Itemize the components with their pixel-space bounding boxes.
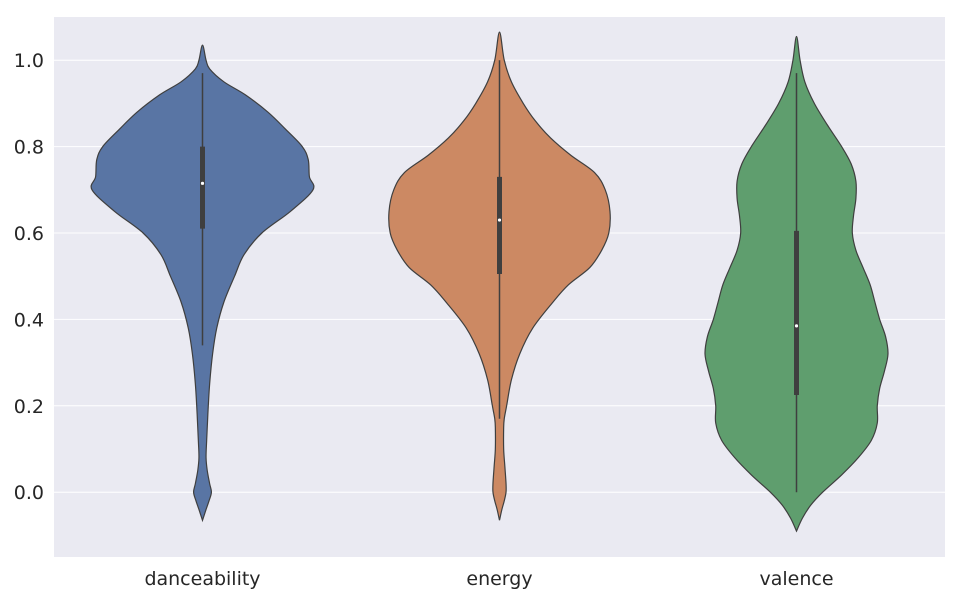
y-tick-label: 0.6 (14, 223, 44, 245)
violin-valence (704, 35, 889, 533)
y-axis-ticks: 0.0 0.2 0.4 0.6 0.8 1.0 (14, 50, 44, 504)
x-tick-label: energy (466, 568, 532, 590)
y-tick-label: 0.2 (14, 396, 44, 418)
violin-median (200, 181, 205, 185)
x-tick-label: danceability (144, 568, 260, 590)
violin-median (497, 218, 502, 222)
y-tick-label: 0.4 (14, 309, 44, 331)
violin-median (794, 324, 799, 328)
y-tick-label: 0.0 (14, 482, 44, 504)
violins (90, 31, 889, 533)
y-tick-label: 1.0 (14, 50, 44, 72)
x-axis-ticks: danceability energy valence (144, 568, 833, 590)
violin-energy (388, 31, 611, 521)
violin-danceability (90, 44, 315, 523)
x-tick-label: valence (759, 568, 833, 590)
y-tick-label: 0.8 (14, 137, 44, 159)
